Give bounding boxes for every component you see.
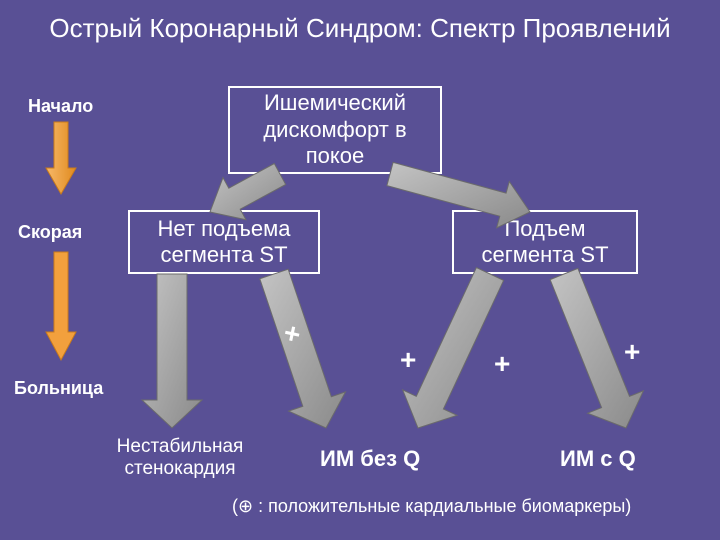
footnote: (⊕ : положительные кардиальные биомаркер… [232, 496, 631, 517]
plus-3: + [494, 348, 510, 380]
plus-2: + [400, 344, 416, 376]
plus-4: + [624, 336, 640, 368]
outcome-unstable: Нестабильная стенокардия [110, 436, 250, 480]
outcome-mi-q: ИМ c Q [560, 446, 636, 472]
outcome-mi-no-q: ИМ без Q [320, 446, 420, 472]
